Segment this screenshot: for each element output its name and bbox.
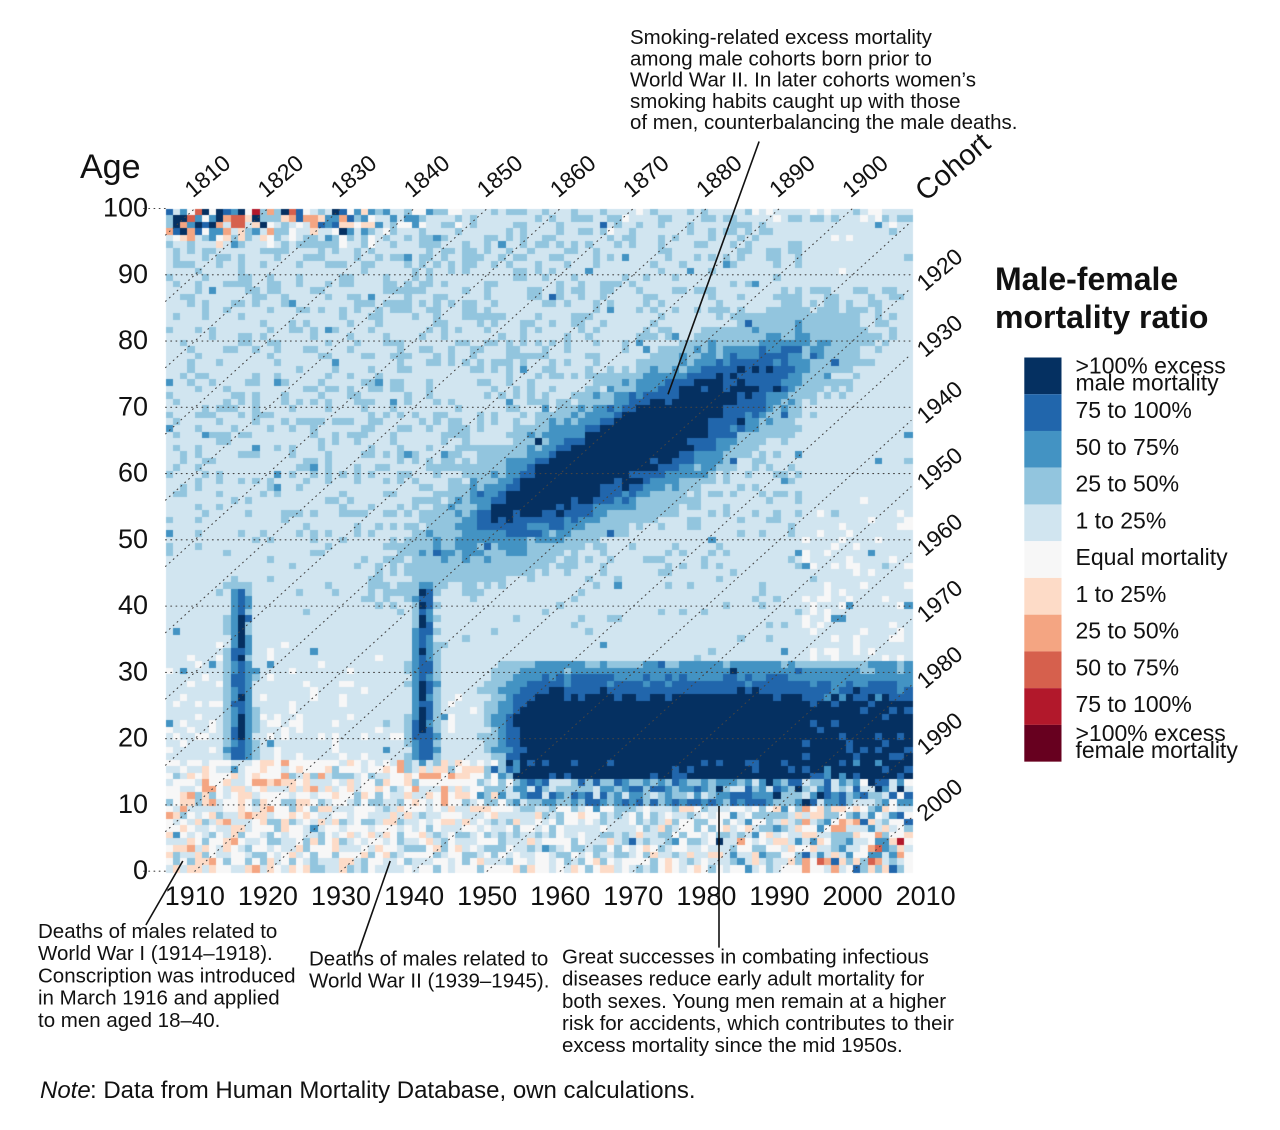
svg-text:1930: 1930 xyxy=(912,309,968,362)
svg-text:1960: 1960 xyxy=(912,508,968,561)
svg-text:10: 10 xyxy=(118,789,148,819)
svg-text:Cohort: Cohort xyxy=(909,127,996,207)
svg-text:1890: 1890 xyxy=(764,150,820,203)
svg-text:1830: 1830 xyxy=(325,150,381,203)
svg-text:Great successes in combating i: Great successes in combating infectious xyxy=(562,945,929,968)
svg-text:1950: 1950 xyxy=(912,442,968,495)
svg-text:2000: 2000 xyxy=(822,881,882,911)
svg-text:70: 70 xyxy=(118,391,148,421)
svg-text:30: 30 xyxy=(118,656,148,686)
svg-text:2000: 2000 xyxy=(912,773,968,826)
svg-text:1870: 1870 xyxy=(618,150,674,203)
svg-text:Age: Age xyxy=(80,148,141,186)
svg-text:World War II (1939–1945).: World War II (1939–1945). xyxy=(309,970,549,993)
svg-text:1940: 1940 xyxy=(384,881,444,911)
svg-text:75 to 100%: 75 to 100% xyxy=(1076,397,1192,423)
svg-text:25 to 50%: 25 to 50% xyxy=(1076,618,1180,644)
svg-text:Male-female: Male-female xyxy=(995,261,1178,297)
svg-text:among male cohorts born prior: among male cohorts born prior to xyxy=(630,47,932,70)
svg-text:Equal mortality: Equal mortality xyxy=(1076,544,1229,570)
svg-text:Deaths of males related to: Deaths of males related to xyxy=(38,920,277,943)
svg-text:Note: Note xyxy=(40,1077,91,1104)
svg-text:100: 100 xyxy=(103,193,148,223)
svg-text:World War II. In later cohorts: World War II. In later cohorts women’s xyxy=(630,69,976,92)
svg-text:1910: 1910 xyxy=(165,881,225,911)
svg-text:risk for accidents, which cont: risk for accidents, which contributes to… xyxy=(562,1012,954,1035)
svg-text:1850: 1850 xyxy=(472,150,528,203)
svg-text:1980: 1980 xyxy=(912,641,968,694)
svg-text:mortality ratio: mortality ratio xyxy=(995,299,1208,335)
svg-text:1860: 1860 xyxy=(545,150,601,203)
svg-text:1990: 1990 xyxy=(912,707,968,760)
svg-text:male mortality: male mortality xyxy=(1076,370,1220,396)
svg-text:90: 90 xyxy=(118,259,148,289)
svg-text:of men, counterbalancing the m: of men, counterbalancing the male deaths… xyxy=(630,111,1017,134)
svg-text:1940: 1940 xyxy=(912,376,968,429)
svg-text:80: 80 xyxy=(118,325,148,355)
svg-text:both sexes. Young men remain a: both sexes. Young men remain at a higher xyxy=(562,990,946,1013)
svg-text:1930: 1930 xyxy=(311,881,371,911)
svg-text:excess mortality since the mid: excess mortality since the mid 1950s. xyxy=(562,1034,903,1057)
svg-text:1990: 1990 xyxy=(749,881,809,911)
svg-text:World War I (1914–1918).: World War I (1914–1918). xyxy=(38,942,273,965)
svg-text:1960: 1960 xyxy=(530,881,590,911)
svg-text:40: 40 xyxy=(118,590,148,620)
svg-text:1970: 1970 xyxy=(912,574,968,627)
svg-text:50 to 75%: 50 to 75% xyxy=(1076,434,1180,460)
svg-text:1 to 25%: 1 to 25% xyxy=(1076,507,1167,533)
svg-text:1980: 1980 xyxy=(676,881,736,911)
svg-text:: Data from Human Mortality D: : Data from Human Mortality Database, ow… xyxy=(90,1077,696,1104)
svg-text:50 to 75%: 50 to 75% xyxy=(1076,654,1180,680)
svg-text:1820: 1820 xyxy=(252,150,308,203)
svg-text:Conscription was introduced: Conscription was introduced xyxy=(38,964,296,987)
svg-text:in March 1916 and applied: in March 1916 and applied xyxy=(38,987,280,1010)
svg-text:1970: 1970 xyxy=(603,881,663,911)
svg-text:1840: 1840 xyxy=(399,150,455,203)
svg-text:60: 60 xyxy=(118,458,148,488)
svg-text:Smoking-related excess mortali: Smoking-related excess mortality xyxy=(630,26,933,49)
svg-text:1920: 1920 xyxy=(912,243,968,296)
svg-text:50: 50 xyxy=(118,524,148,554)
svg-text:1 to 25%: 1 to 25% xyxy=(1076,581,1167,607)
svg-text:female mortality: female mortality xyxy=(1076,737,1239,763)
svg-text:1810: 1810 xyxy=(179,150,235,203)
svg-text:to men aged 18–40.: to men aged 18–40. xyxy=(38,1009,220,1032)
svg-text:20: 20 xyxy=(118,723,148,753)
svg-text:1900: 1900 xyxy=(837,150,893,203)
svg-text:0: 0 xyxy=(133,855,148,885)
svg-text:25 to 50%: 25 to 50% xyxy=(1076,471,1180,497)
svg-text:Deaths of males related to: Deaths of males related to xyxy=(309,948,548,971)
svg-text:2010: 2010 xyxy=(896,881,956,911)
svg-text:75 to 100%: 75 to 100% xyxy=(1076,691,1192,717)
svg-text:1880: 1880 xyxy=(691,150,747,203)
svg-text:1950: 1950 xyxy=(457,881,517,911)
svg-text:smoking habits caught up with: smoking habits caught up with those xyxy=(630,90,960,113)
svg-text:1920: 1920 xyxy=(238,881,298,911)
svg-text:diseases reduce early adult mo: diseases reduce early adult mortality fo… xyxy=(562,968,925,991)
